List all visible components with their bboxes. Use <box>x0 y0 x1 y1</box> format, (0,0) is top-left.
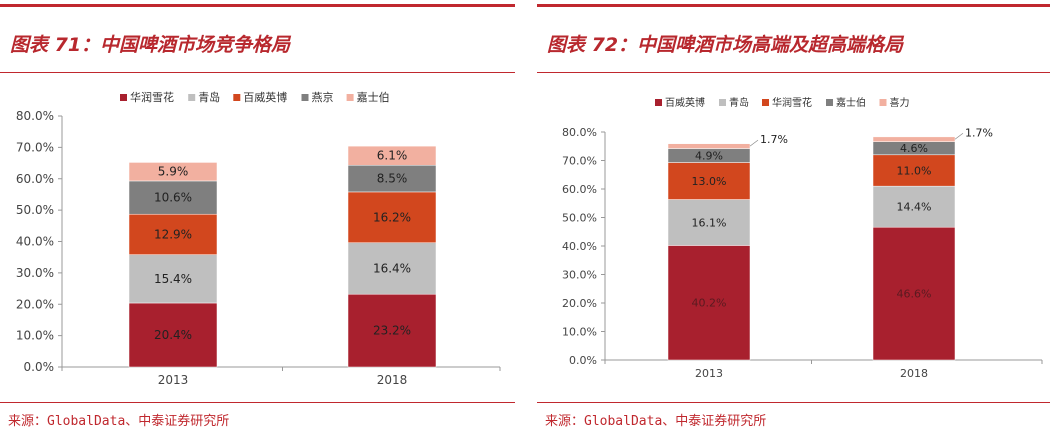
panel-right: 图表 72：中国啤酒市场高端及超高端格局 百威英博 青岛 华润雪花 嘉士伯 喜力 0.0%… <box>537 0 1050 448</box>
source-rule <box>537 402 1050 403</box>
bar-segment <box>667 162 751 200</box>
title-rule <box>537 72 1050 73</box>
bar-segment <box>872 185 956 228</box>
y-tick-label: 80.0% <box>16 109 54 123</box>
bar-segment <box>128 302 218 368</box>
y-tick-label: 60.0% <box>16 172 54 186</box>
legend-swatch <box>762 99 769 106</box>
legend-label: 百威英博 <box>243 90 287 104</box>
chart-title: 图表 71：中国啤酒市场竞争格局 <box>10 34 291 56</box>
y-tick-label: 20.0% <box>16 297 54 311</box>
data-label: 4.9% <box>695 150 723 163</box>
data-label: 20.4% <box>154 328 192 342</box>
y-tick-label: 50.0% <box>16 203 54 217</box>
data-label: 11.0% <box>897 164 932 177</box>
data-label: 1.7% <box>965 126 993 139</box>
data-label: 10.6% <box>154 191 192 205</box>
legend-swatch <box>655 99 662 106</box>
legend-label: 百威英博 <box>665 96 705 109</box>
legend-label: 嘉士伯 <box>357 90 390 104</box>
y-tick-label: 30.0% <box>562 269 597 282</box>
bar-segment <box>347 191 437 244</box>
bar-segment <box>667 143 751 149</box>
bar-segment <box>128 180 218 215</box>
legend-label: 青岛 <box>198 90 220 104</box>
y-tick-label: 50.0% <box>562 212 597 225</box>
data-label: 4.6% <box>900 142 928 155</box>
legend-swatch <box>346 94 354 101</box>
legend-swatch <box>879 99 887 106</box>
y-tick-label: 60.0% <box>562 183 597 196</box>
data-label: 1.7% <box>760 133 788 146</box>
legend-swatch <box>188 94 196 101</box>
bar-segment <box>872 136 956 142</box>
data-label: 23.2% <box>373 324 411 338</box>
legend-swatch <box>719 99 726 106</box>
data-label: 40.2% <box>692 297 727 310</box>
data-label: 16.4% <box>373 261 411 275</box>
legend-label: 华润雪花 <box>772 96 812 109</box>
y-tick-label: 30.0% <box>16 266 54 280</box>
legend-swatch <box>120 94 127 101</box>
bar-segment <box>128 162 218 182</box>
legend-swatch <box>233 94 241 101</box>
y-tick-label: 0.0% <box>24 360 55 374</box>
data-label: 5.9% <box>158 165 189 179</box>
source-rule <box>0 402 515 403</box>
bar-segment <box>872 226 956 361</box>
y-tick-label: 0.0% <box>569 354 597 367</box>
legend-label: 喜力 <box>890 96 910 109</box>
y-tick-label: 10.0% <box>16 329 54 343</box>
y-tick-label: 70.0% <box>16 140 54 154</box>
bar-segment <box>347 165 437 193</box>
x-tick-label: 2018 <box>377 373 408 387</box>
y-tick-label: 40.0% <box>562 240 597 253</box>
data-label: 16.2% <box>373 210 411 224</box>
y-tick-label: 20.0% <box>562 297 597 310</box>
top-rule <box>537 4 1050 7</box>
legend-label: 华润雪花 <box>130 90 174 104</box>
label-leader <box>954 132 964 140</box>
legend-swatch <box>301 94 309 101</box>
bar-segment <box>347 293 437 368</box>
source-note: 来源：GlobalData、中泰证券研究所 <box>8 414 230 429</box>
bar-segment <box>667 245 751 361</box>
data-label: 46.6% <box>897 288 932 301</box>
x-tick-label: 2013 <box>158 373 189 387</box>
data-label: 8.5% <box>377 172 408 186</box>
stacked-bar-chart: 华润雪花 青岛 百威英博 燕京 嘉士伯 0.0% 10.0% 20.0% 30.0% 40.0% 5… <box>16 90 501 387</box>
data-label: 6.1% <box>377 149 408 163</box>
data-label: 13.0% <box>692 175 727 188</box>
x-tick-label: 2013 <box>695 367 723 380</box>
data-label: 14.4% <box>897 201 932 214</box>
label-leader <box>749 139 759 147</box>
data-label: 15.4% <box>154 272 192 286</box>
bar-segment <box>667 199 751 246</box>
y-tick-label: 70.0% <box>562 155 597 168</box>
chart-title: 图表 72：中国啤酒市场高端及超高端格局 <box>547 34 904 56</box>
bar-segment <box>872 154 956 187</box>
y-tick-label: 80.0% <box>562 126 597 139</box>
data-label: 12.9% <box>154 227 192 241</box>
data-label: 16.1% <box>692 216 727 229</box>
title-rule <box>0 72 515 73</box>
source-note: 来源：GlobalData、中泰证券研究所 <box>545 414 767 429</box>
panel-left: 图表 71：中国啤酒市场竞争格局 华润雪花 青岛 百威英博 燕京 嘉士伯 0.0% 10.0… <box>0 0 515 448</box>
legend-label: 燕京 <box>312 90 334 104</box>
x-tick-label: 2018 <box>900 367 928 380</box>
y-tick-label: 10.0% <box>562 326 597 339</box>
top-rule <box>0 4 515 7</box>
stacked-bar-chart: 百威英博 青岛 华润雪花 嘉士伯 喜力 0.0% 10.0% 20.0% 30.0% 40.0% 5… <box>562 96 1043 380</box>
legend-swatch <box>826 99 833 106</box>
bar-segment <box>347 145 437 166</box>
legend-label: 青岛 <box>729 96 749 109</box>
legend-label: 嘉士伯 <box>836 96 866 109</box>
y-tick-label: 40.0% <box>16 235 54 249</box>
